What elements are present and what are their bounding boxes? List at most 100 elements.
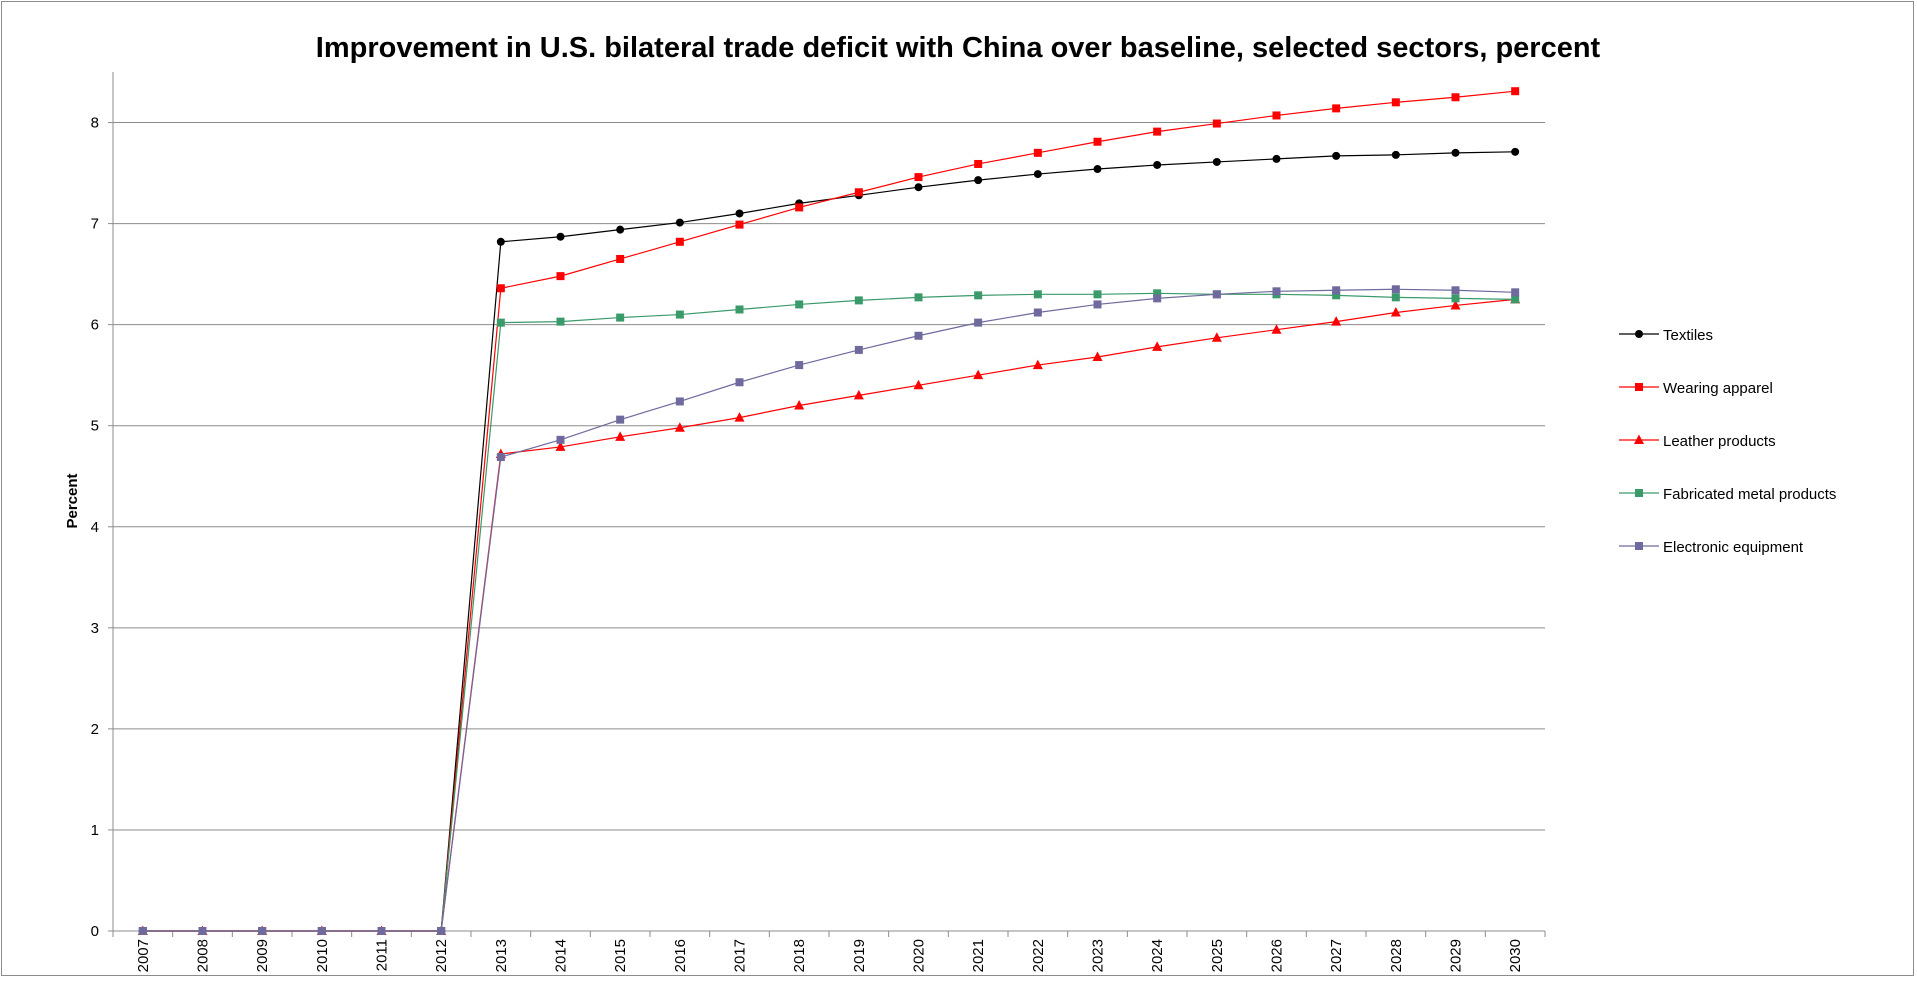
x-tick-label: 2011	[374, 939, 391, 971]
legend-label: Wearing apparel	[1663, 380, 1773, 397]
y-tick-label: 7	[91, 216, 99, 233]
data-point-leather-products	[1032, 359, 1043, 370]
data-point-wearing-apparel	[1332, 104, 1341, 113]
x-tick-label: 2019	[851, 939, 868, 972]
data-point-fabricated-metal-products	[1093, 290, 1102, 299]
legend-label: Textiles	[1663, 327, 1713, 344]
data-point-electronic-equipment	[735, 378, 744, 387]
series-line-leather-products	[142, 298, 1516, 932]
series-line-electronic-equipment	[142, 288, 1516, 932]
data-point-electronic-equipment	[1033, 308, 1042, 317]
y-tick-label: 3	[91, 620, 99, 637]
data-point-wearing-apparel	[1391, 98, 1400, 107]
data-point-textiles	[1033, 170, 1042, 179]
y-tick-label: 1	[91, 822, 99, 839]
data-point-textiles	[1391, 150, 1400, 159]
data-point-electronic-equipment	[1212, 290, 1221, 299]
data-point-leather-products	[1331, 316, 1342, 326]
x-tick-labels: 2007 2008 2009 2010 2011 2012 2013 2014 2015 2016…	[135, 939, 1524, 972]
data-point-leather-products	[674, 422, 685, 432]
data-point-wearing-apparel	[1153, 127, 1162, 136]
data-point-wearing-apparel	[1451, 93, 1460, 102]
data-point-electronic-equipment	[1451, 286, 1460, 295]
data-point-electronic-equipment	[974, 318, 983, 327]
x-tick-label: 2020	[911, 939, 928, 972]
data-point-wearing-apparel	[1272, 111, 1281, 120]
data-point-fabricated-metal-products	[1451, 294, 1460, 303]
data-point-textiles	[735, 209, 744, 218]
legend-item-leather-products: Leather products	[1619, 433, 1776, 450]
data-point-electronic-equipment	[258, 927, 267, 935]
data-point-leather-products	[615, 431, 626, 441]
data-point-wearing-apparel	[1033, 148, 1042, 157]
data-point-wearing-apparel	[795, 203, 804, 212]
data-point-textiles	[1212, 157, 1221, 166]
data-point-textiles	[556, 232, 565, 241]
data-point-electronic-equipment	[795, 361, 804, 370]
x-tick-label: 2009	[254, 939, 271, 972]
data-point-leather-products	[973, 369, 984, 380]
x-tick-label: 2016	[672, 939, 689, 972]
data-point-electronic-equipment	[675, 397, 684, 406]
data-point-leather-products	[1152, 341, 1163, 351]
data-point-textiles	[1093, 165, 1102, 174]
data-point-wearing-apparel	[556, 272, 565, 281]
data-point-textiles	[1332, 151, 1341, 160]
data-point-electronic-equipment	[914, 331, 923, 340]
data-point-electronic-equipment	[1511, 288, 1520, 297]
x-tick-label: 2028	[1388, 939, 1405, 972]
data-point-leather-products	[794, 399, 805, 410]
data-point-electronic-equipment	[437, 927, 446, 935]
data-point-wearing-apparel	[496, 284, 505, 293]
x-tick-label: 2018	[791, 939, 808, 972]
data-point-fabricated-metal-products	[735, 305, 744, 314]
legend-item-electronic-equipment: Electronic equipment	[1619, 539, 1804, 556]
x-tick-label: 2017	[732, 939, 749, 972]
data-point-textiles	[1153, 160, 1162, 169]
data-point-leather-products	[734, 412, 745, 422]
data-point-fabricated-metal-products	[1332, 291, 1341, 300]
legend-item-wearing-apparel: Wearing apparel	[1619, 380, 1773, 397]
data-point-leather-products	[1390, 307, 1401, 317]
data-point-fabricated-metal-products	[795, 300, 804, 309]
data-point-leather-products	[1271, 324, 1282, 334]
data-point-electronic-equipment	[198, 927, 207, 935]
data-point-fabricated-metal-products	[854, 296, 863, 305]
data-point-leather-products	[853, 389, 864, 400]
x-tick-label: 2010	[314, 939, 331, 972]
data-point-fabricated-metal-products	[1391, 293, 1400, 302]
data-point-textiles	[1272, 154, 1281, 163]
legend-marker	[1634, 434, 1644, 444]
x-tick-label: 2023	[1090, 939, 1107, 972]
series-fabricated-metal-products	[138, 289, 1520, 935]
x-tick-label: 2015	[612, 939, 629, 972]
y-axis-label: Percent	[64, 473, 81, 528]
data-point-wearing-apparel	[735, 220, 744, 229]
data-point-textiles	[914, 183, 923, 192]
x-tick-label: 2014	[553, 939, 570, 972]
data-point-leather-products	[555, 441, 566, 451]
data-point-wearing-apparel	[1511, 87, 1520, 96]
x-tick-label: 2026	[1269, 939, 1286, 972]
data-point-fabricated-metal-products	[1511, 295, 1520, 304]
data-point-wearing-apparel	[616, 254, 625, 263]
data-point-electronic-equipment	[616, 415, 625, 424]
data-point-textiles	[496, 237, 505, 246]
x-tick-label: 2029	[1448, 939, 1465, 972]
y-tick-label: 6	[91, 317, 99, 334]
series-leather-products	[137, 293, 1521, 935]
y-tick-labels: 0 1 2 3 4 5 6 7 8	[91, 115, 99, 940]
data-point-electronic-equipment	[1391, 285, 1400, 294]
legend-label: Leather products	[1663, 433, 1776, 450]
x-tick-label: 2027	[1328, 939, 1345, 972]
data-point-wearing-apparel	[974, 159, 983, 168]
legend-label: Electronic equipment	[1663, 539, 1804, 556]
legend: Textiles Wearing apparel Leather products F…	[1619, 327, 1836, 556]
data-point-fabricated-metal-products	[616, 313, 625, 322]
series-lines	[137, 87, 1521, 935]
data-point-electronic-equipment	[496, 453, 505, 462]
data-point-electronic-equipment	[138, 927, 147, 935]
data-point-electronic-equipment	[556, 435, 565, 444]
data-point-fabricated-metal-products	[1153, 289, 1162, 298]
